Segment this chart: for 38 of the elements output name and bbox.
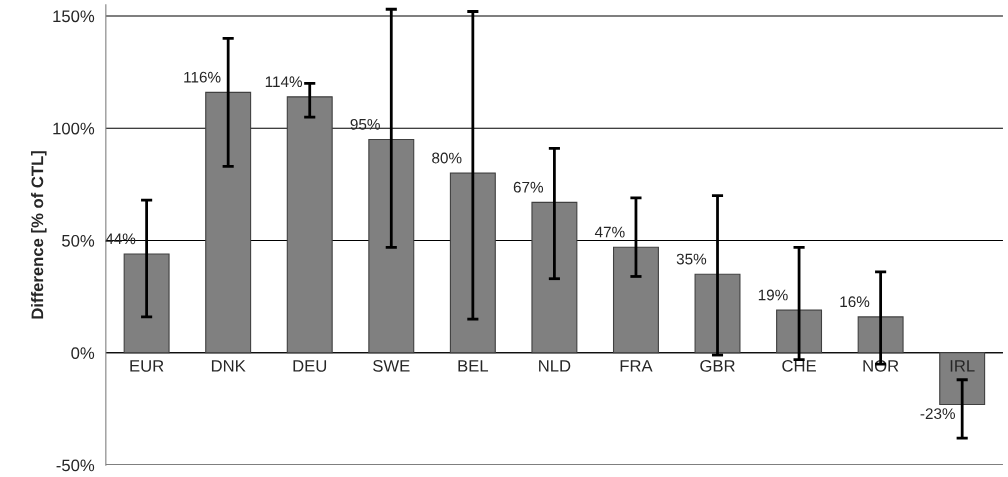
bar [531, 201, 578, 354]
data-label: 16% [840, 296, 870, 308]
x-tick-label: EUR [130, 360, 164, 372]
y-tick-label: 0% [71, 347, 95, 360]
data-label: 95% [350, 118, 380, 130]
bar [939, 352, 986, 406]
x-tick-label: IRL [950, 360, 975, 372]
y-tick-label: 100% [53, 122, 95, 135]
bar [205, 91, 252, 354]
bar [123, 253, 170, 354]
x-tick-label: FRA [620, 360, 653, 372]
bar [368, 138, 415, 354]
data-label: 116% [184, 71, 221, 83]
x-tick-label: CHE [782, 359, 816, 372]
data-label: 114% [265, 76, 303, 88]
x-tick-label: DNK [211, 360, 246, 372]
y-tick-label: -50% [56, 459, 95, 472]
bar [694, 273, 741, 354]
y-axis-title: Difference [% of CTL] [31, 151, 47, 319]
data-label: 67% [513, 181, 544, 193]
bar [857, 316, 904, 354]
x-tick-label: NOR [863, 359, 899, 372]
bar [612, 246, 659, 354]
data-label: 19% [758, 289, 788, 301]
x-tick-label: BEL [458, 360, 489, 372]
y-tick-label: 50% [62, 234, 95, 247]
x-tick-label: NLD [539, 360, 571, 372]
data-label: 47% [594, 226, 625, 238]
data-label: 80% [432, 152, 462, 164]
x-tick-label: DEU [293, 360, 327, 372]
data-label: 35% [676, 253, 707, 265]
data-label: -23% [920, 408, 956, 420]
bar [776, 309, 823, 354]
bar [286, 96, 333, 354]
bar [449, 172, 496, 354]
y-tick-label: 150% [53, 10, 95, 23]
x-tick-label: GBR [700, 359, 735, 372]
x-tick-label: SWE [373, 359, 410, 372]
